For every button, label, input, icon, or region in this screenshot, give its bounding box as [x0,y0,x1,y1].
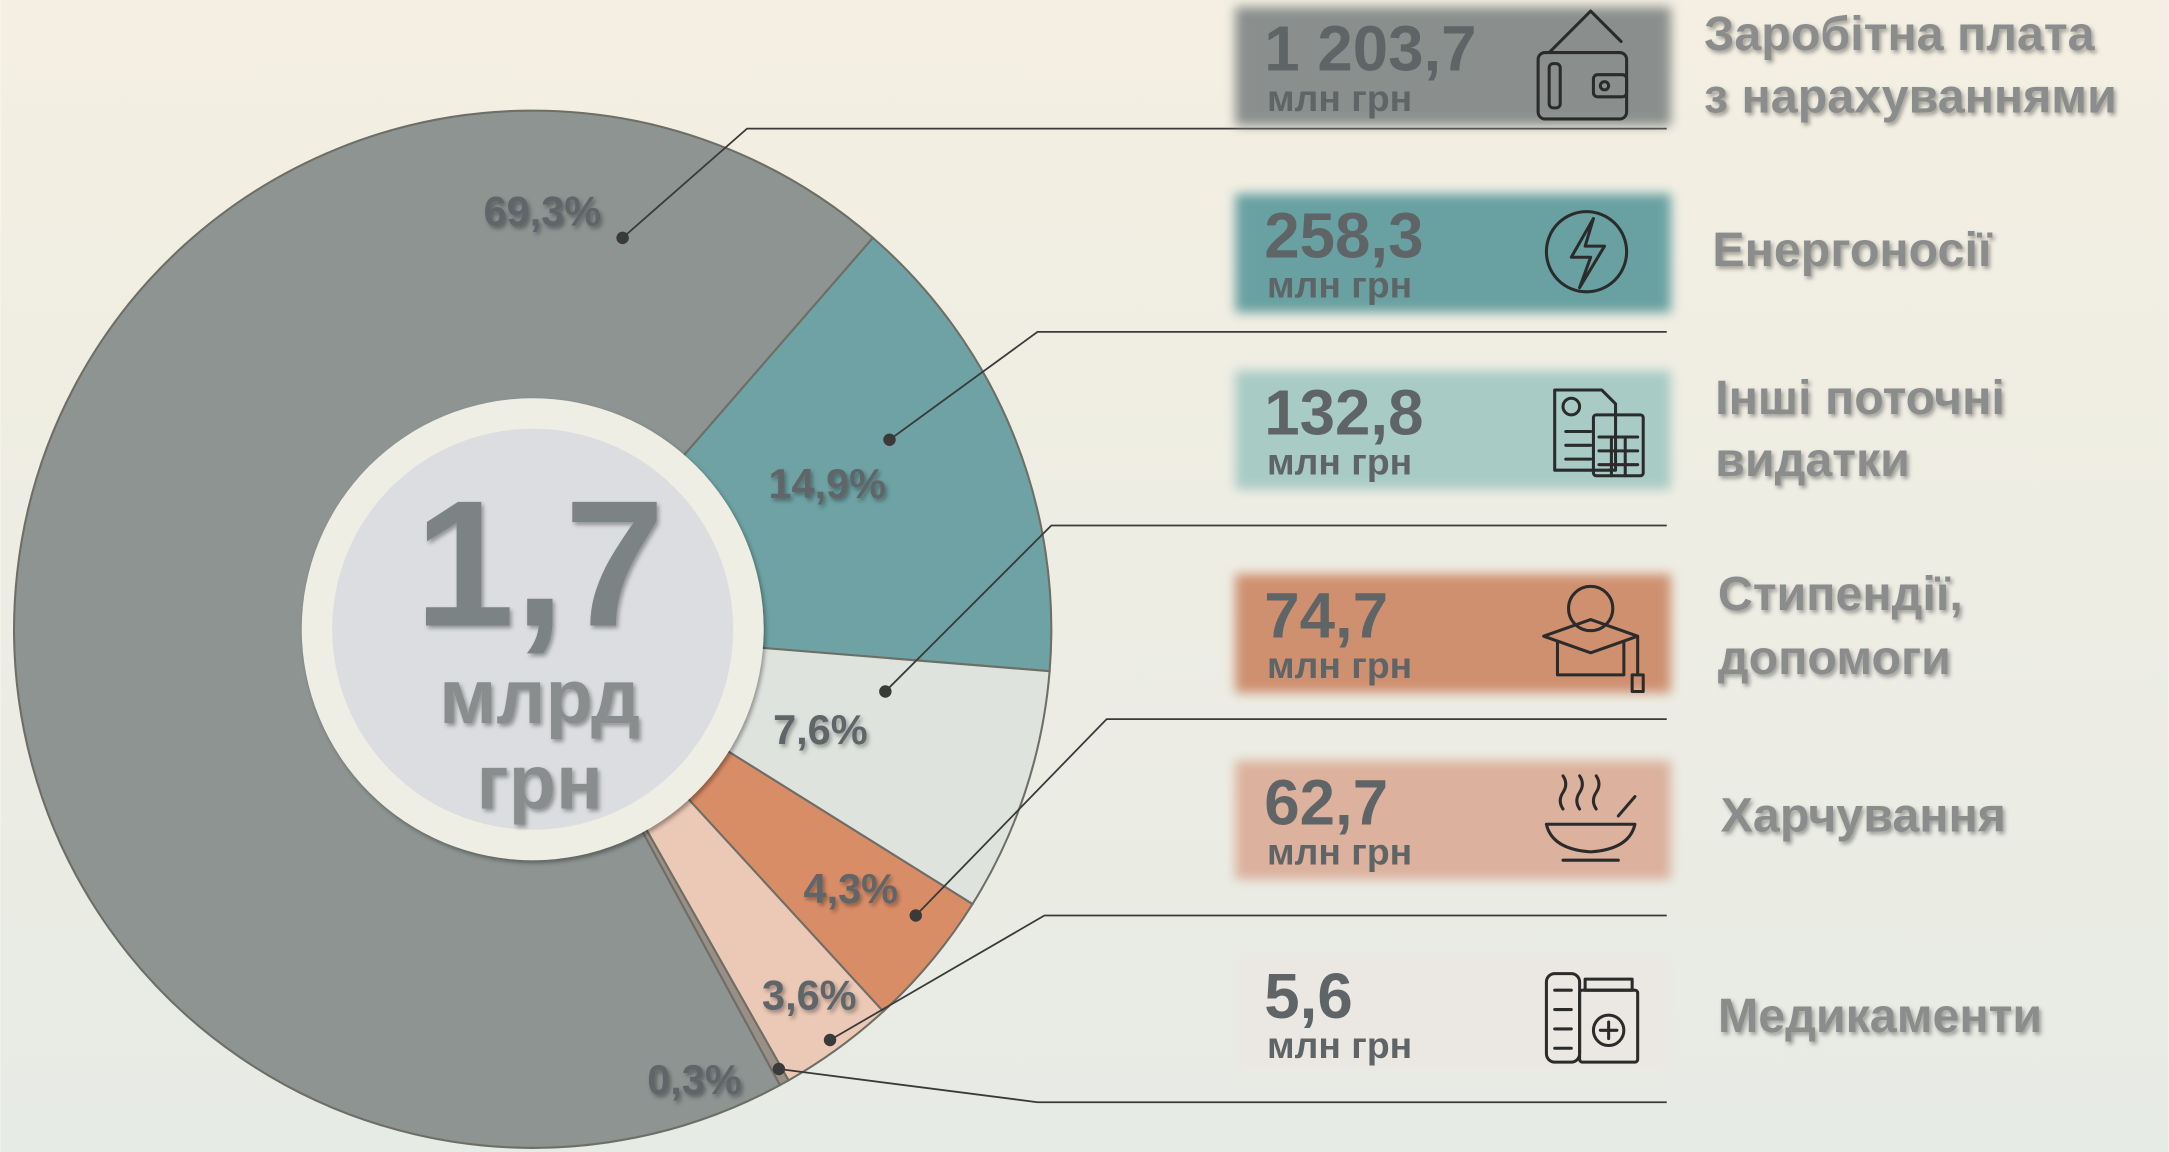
food-icon [1544,774,1637,862]
icons [1536,9,1645,1064]
amount-box [1235,954,1671,1074]
leader-dot [772,1062,786,1076]
leader-line [888,331,1667,441]
center-unit: млрд [439,654,640,740]
category-label: Харчування [1721,788,2006,842]
amount-value: 1 203,7 [1264,14,1476,85]
center-disk [332,428,734,830]
category-label: Стипендії, [1718,567,1963,621]
amount-box [1235,6,1671,126]
category-label: Енергоносії [1712,223,1993,277]
leader-line [829,914,1667,1041]
energy-icon [1544,210,1629,294]
category-label: Інші поточні [1715,371,2005,425]
amount-value: 62,7 [1264,767,1388,838]
calc-icon [1553,388,1645,478]
amount-value: 258,3 [1264,200,1423,271]
leader-dot [823,1033,837,1047]
percent-label: 7,6% [773,706,868,753]
wallet-icon [1536,9,1629,121]
amount-value: 132,8 [1264,377,1423,448]
amount-value: 74,7 [1264,581,1388,652]
percent-label: 4,3% [804,865,899,912]
amount-unit: млн грн [1267,77,1412,119]
grant-icon [1542,584,1645,693]
category-label: Медикаменти [1718,989,2042,1043]
category-label: допомоги [1718,631,1951,685]
leader-dot [883,433,896,447]
center: 1,7 млрд грн [301,398,764,861]
amount-unit: млн грн [1267,264,1412,306]
medicine-icon [1544,972,1640,1064]
percent-label: 14,9% [768,460,886,507]
percent-label: 0,3% [647,1056,742,1103]
leader-line [915,718,1667,917]
category-label: видатки [1715,433,1910,487]
category-label: Заробітна плата [1704,7,2096,61]
leader-line [884,524,1667,693]
amount-unit: млн грн [1267,441,1412,483]
leader-dot [616,231,629,245]
center-unit: грн [476,740,602,826]
center-value: 1,7 [415,464,665,665]
leader-dot [879,685,892,698]
percent-label: 3,6% [762,971,857,1018]
amount-unit: млн грн [1267,1024,1412,1066]
amount-box [1235,573,1671,693]
category-label: з нарахуваннями [1704,69,2117,123]
amount-unit: млн грн [1267,644,1412,686]
amount-value: 5,6 [1264,961,1352,1032]
amount-unit: млн грн [1267,831,1412,873]
donut: 69,3% 14,9% 7,6% 4,3% 3,6% 0,3% [13,109,1667,1149]
leader-line [778,1068,1667,1104]
leader-dot [909,909,923,922]
percent-label: 69,3% [484,187,602,234]
leader-line [622,127,1667,239]
